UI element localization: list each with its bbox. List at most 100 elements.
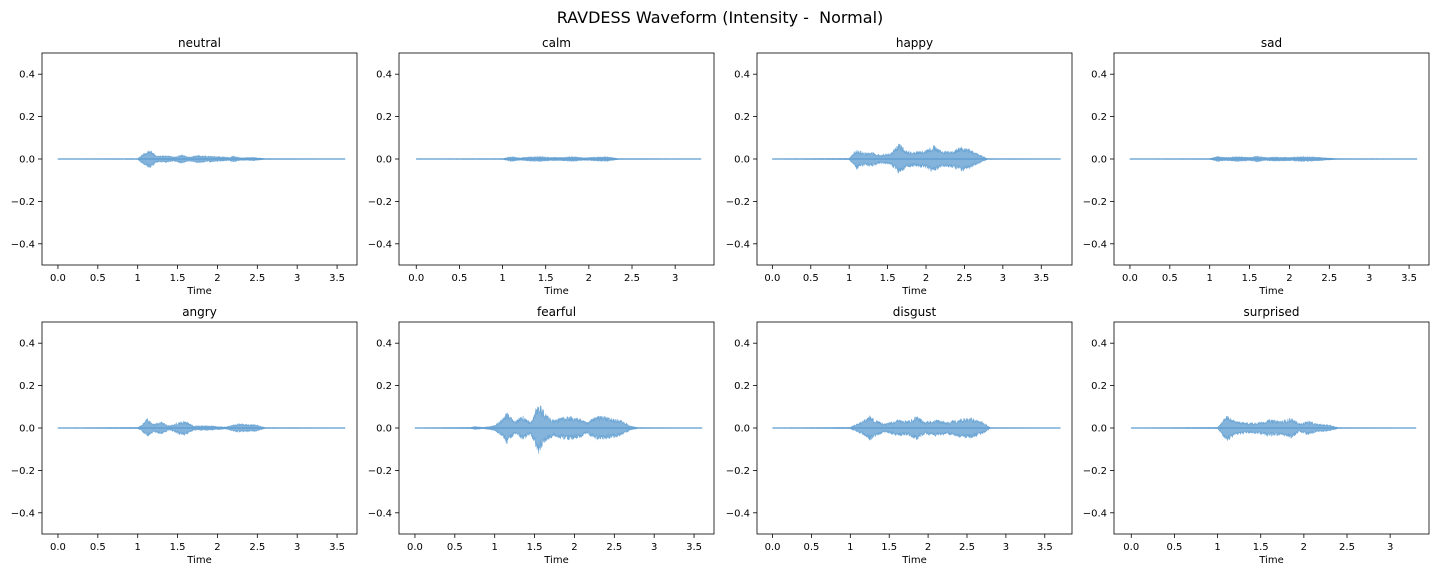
y-tick-label: −0.2	[368, 197, 392, 208]
subplot-happy: happy 0.0 0.5 1 1.5 2 2.5 3 3.5 −0.4 −0.2 0.0 0.2 0.4…	[726, 36, 1073, 297]
y-tick-label: −0.2	[726, 197, 750, 208]
x-axis-label: Time	[1258, 555, 1283, 566]
x-tick-label: 0.0	[50, 542, 66, 553]
subplot-fearful: fearful 0.0 0.5 1 1.5 2 2.5 3 3.5 −0.4 −0.2 0.0 0.2 0…	[368, 305, 715, 566]
subplot-surprised: surprised 0.0 0.5 1 1.5 2 2.5 3 −0.4 −0.2 0.0 0.2 0.…	[1083, 305, 1430, 566]
x-tick-label: 1	[492, 542, 498, 553]
y-tick-label: −0.4	[11, 508, 35, 519]
x-tick-label: 1.5	[1253, 542, 1269, 553]
x-tick-label: 1.5	[538, 273, 554, 284]
y-tick-label: 0.2	[376, 381, 392, 392]
y-tick-label: −0.2	[11, 197, 35, 208]
y-tick-label: 0.4	[734, 339, 750, 350]
x-tick-label: 1	[135, 542, 141, 553]
x-tick-label: 2.5	[959, 542, 975, 553]
subplot-title: happy	[896, 36, 933, 50]
x-tick-label: 0.5	[447, 542, 463, 553]
y-tick-label: −0.4	[368, 508, 392, 519]
subplot-title: surprised	[1244, 305, 1300, 319]
x-tick-label: 1	[846, 273, 852, 284]
x-tick-label: 0.0	[50, 273, 66, 284]
x-axis-label: Time	[901, 286, 926, 297]
y-tick-label: −0.4	[1083, 239, 1107, 250]
x-tick-label: 2.5	[606, 542, 622, 553]
x-tick-label: 1.5	[527, 542, 543, 553]
x-tick-label: 0.5	[90, 273, 106, 284]
y-tick-label: 0.0	[1091, 155, 1107, 166]
x-tick-label: 2.5	[249, 273, 265, 284]
x-tick-label: 2	[571, 542, 577, 553]
y-tick-label: −0.2	[368, 466, 392, 477]
x-tick-label: 1	[135, 273, 141, 284]
y-tick-label: −0.2	[1083, 197, 1107, 208]
y-tick-label: 0.0	[376, 424, 392, 435]
x-tick-label: 3	[294, 542, 300, 553]
y-tick-label: 0.0	[19, 424, 35, 435]
x-tick-label: 0.0	[1122, 273, 1138, 284]
x-tick-label: 0.5	[803, 542, 819, 553]
x-tick-label: 1.5	[170, 273, 186, 284]
subplot-sad: sad 0.0 0.5 1 1.5 2 2.5 3 3.5 −0.4 −0.2 0.0 0.2 0.4 Ti…	[1083, 36, 1430, 297]
y-tick-label: −0.2	[1083, 466, 1107, 477]
x-axis-label: Time	[901, 555, 926, 566]
y-tick-label: −0.2	[11, 466, 35, 477]
x-tick-label: 2.5	[956, 273, 972, 284]
y-tick-label: −0.4	[1083, 508, 1107, 519]
x-tick-label: 2	[586, 273, 592, 284]
subplot-title: neutral	[178, 36, 221, 50]
y-tick-label: 0.0	[19, 155, 35, 166]
subplot-title: angry	[182, 305, 217, 319]
x-tick-label: 1.5	[881, 542, 897, 553]
x-tick-label: 3.5	[1037, 542, 1053, 553]
x-tick-label: 3	[1003, 542, 1009, 553]
x-axis-label: Time	[186, 555, 211, 566]
x-tick-label: 3	[651, 542, 657, 553]
x-tick-label: 2	[925, 542, 931, 553]
x-tick-label: 3	[1000, 273, 1006, 284]
y-tick-label: 0.2	[19, 381, 35, 392]
y-tick-label: 0.4	[734, 70, 750, 81]
x-tick-label: 0.0	[764, 273, 780, 284]
x-tick-label: 2	[214, 273, 220, 284]
y-tick-label: −0.4	[726, 239, 750, 250]
x-tick-label: 1	[847, 542, 853, 553]
subplot-title: disgust	[893, 305, 937, 319]
subplot-calm: calm 0.0 0.5 1 1.5 2 2.5 3 −0.4 −0.2 0.0 0.2 0.4 Time	[368, 36, 715, 297]
x-tick-label: 2	[923, 273, 929, 284]
x-tick-label: 0.5	[1166, 542, 1182, 553]
y-tick-label: 0.2	[734, 112, 750, 123]
y-tick-label: 0.4	[376, 70, 392, 81]
figure-title: RAVDESS Waveform (Intensity - Normal)	[556, 8, 884, 27]
x-tick-label: 1	[1207, 273, 1213, 284]
x-tick-label: 1.5	[1242, 273, 1258, 284]
y-tick-label: 0.4	[1091, 70, 1107, 81]
x-axis-label: Time	[543, 555, 568, 566]
waveform-area	[414, 405, 703, 454]
x-tick-label: 0.0	[765, 542, 781, 553]
x-tick-label: 0.5	[90, 542, 106, 553]
y-tick-label: 0.0	[734, 155, 750, 166]
y-tick-label: 0.4	[19, 339, 35, 350]
y-tick-label: 0.2	[376, 112, 392, 123]
x-tick-label: 2.5	[624, 273, 640, 284]
x-tick-label: 0.0	[407, 542, 423, 553]
y-tick-label: 0.2	[734, 381, 750, 392]
x-axis-label: Time	[1258, 286, 1283, 297]
y-tick-label: 0.4	[19, 70, 35, 81]
y-tick-label: 0.4	[1091, 339, 1107, 350]
x-tick-label: 0.5	[451, 273, 467, 284]
subplot-neutral: neutral 0.0 0.5 1 1.5 2 2.5 3 3.5 −0.4 −0.2 0.0 0.2 0…	[11, 36, 358, 297]
x-tick-label: 0.5	[1162, 273, 1178, 284]
x-tick-label: 3.5	[686, 542, 702, 553]
y-tick-label: 0.0	[734, 424, 750, 435]
x-tick-label: 2	[1286, 273, 1292, 284]
x-tick-label: 0.0	[1123, 542, 1139, 553]
x-tick-label: 3	[1387, 542, 1393, 553]
x-tick-label: 3.5	[1033, 273, 1049, 284]
x-tick-label: 0.5	[803, 273, 819, 284]
x-axis-label: Time	[186, 286, 211, 297]
y-tick-label: −0.2	[726, 466, 750, 477]
y-tick-label: 0.0	[1091, 424, 1107, 435]
subplot-title: sad	[1261, 36, 1282, 50]
